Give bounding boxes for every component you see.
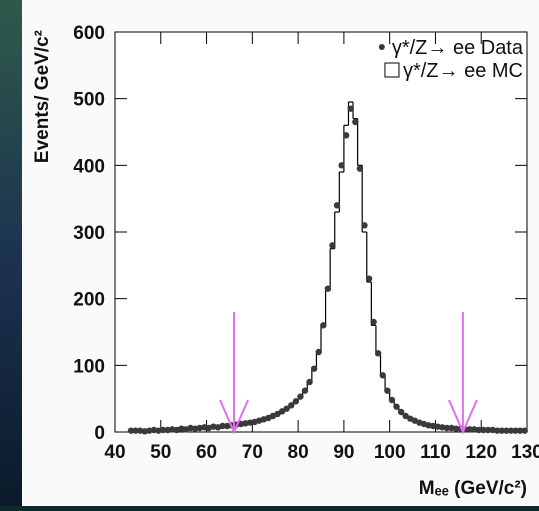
data-point [219,422,226,430]
data-point [352,118,359,126]
data-point [466,426,473,433]
data-point [521,427,528,434]
data-point [361,222,368,229]
y-tick-label: 500 [73,90,105,111]
data-point [283,405,290,412]
x-axis-title: Mₑₑ (GeV/c²) [419,478,527,499]
x-tick-label: 50 [150,442,171,463]
data-point [388,396,396,404]
data-point [306,378,313,386]
data-point [494,427,501,434]
arrow-head [447,399,478,435]
data-point [333,202,341,209]
y-tick-label: 0 [94,423,105,444]
data-point [503,427,510,434]
x-tick-label: 100 [374,442,406,463]
data-point [347,105,354,112]
data-point [507,427,515,434]
data-point [329,242,336,249]
data-point [320,322,327,329]
data-point [297,393,304,400]
data-point [288,402,295,409]
x-tick-label: 80 [288,442,309,463]
data-point [516,427,524,434]
data-point [301,387,309,394]
plot-frame [114,31,528,433]
x-tick-label: 120 [465,442,497,463]
data-point [397,408,405,416]
data-point [365,275,373,282]
data-point [379,372,386,379]
data-point [324,285,332,292]
x-tick-label: 70 [242,442,263,463]
data-point [310,365,318,372]
legend-label: γ*/Z→ ee Data [392,37,524,59]
legend-label: γ*/Z→ ee MC [403,60,523,82]
x-tick-label: 110 [420,442,451,463]
data-point [159,426,167,434]
data-point [315,348,322,356]
legend-marker [378,44,385,50]
data-point [512,427,519,434]
data-point [127,427,135,434]
data-point [342,132,350,139]
data-point [384,387,391,394]
x-tick-label: 130 [511,442,539,463]
data-point [452,425,460,432]
y-tick-label: 300 [73,223,105,244]
data-point [498,427,506,434]
x-tick-label: 90 [333,442,354,463]
legend-marker [384,62,400,78]
y-tick-label: 200 [73,290,105,311]
y-axis-title: Events/ GeV/c² [32,30,53,163]
data-point [480,426,487,434]
y-tick-label: 400 [73,156,105,177]
x-tick-label: 60 [196,442,217,463]
data-point [292,398,300,405]
data-point [132,427,139,434]
data-point [370,318,377,326]
data-point [475,426,483,434]
data-point [338,162,345,169]
data-point [375,350,382,357]
data-point [393,403,400,410]
data-point [443,424,451,432]
data-point [484,426,492,434]
arrow-head [219,399,249,435]
data-point [356,165,364,172]
x-tick-label: 40 [104,442,125,463]
y-tick-label: 100 [73,356,105,377]
y-tick-label: 600 [73,23,105,44]
